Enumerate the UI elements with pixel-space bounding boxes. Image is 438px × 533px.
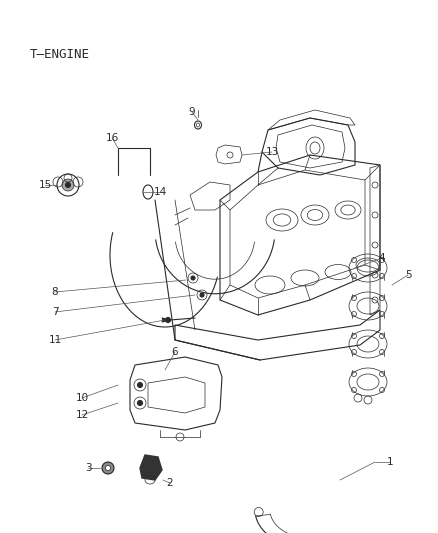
Ellipse shape (200, 293, 204, 297)
Polygon shape (140, 455, 162, 480)
Text: 9: 9 (189, 107, 195, 117)
Ellipse shape (191, 276, 195, 280)
Text: 1: 1 (387, 457, 393, 467)
Text: 2: 2 (167, 478, 173, 488)
Text: 11: 11 (48, 335, 62, 345)
Ellipse shape (102, 462, 114, 474)
Text: 8: 8 (52, 287, 58, 297)
Polygon shape (162, 318, 170, 322)
Ellipse shape (138, 400, 142, 406)
Text: T–ENGINE: T–ENGINE (30, 48, 90, 61)
Text: 12: 12 (75, 410, 88, 420)
Ellipse shape (66, 182, 71, 188)
Text: 3: 3 (85, 463, 91, 473)
Text: 5: 5 (405, 270, 411, 280)
Ellipse shape (62, 179, 74, 191)
Text: 14: 14 (153, 187, 166, 197)
Text: 13: 13 (265, 147, 279, 157)
Ellipse shape (106, 465, 110, 471)
Text: 4: 4 (379, 253, 385, 263)
Text: 16: 16 (106, 133, 119, 143)
Ellipse shape (166, 318, 170, 322)
Text: 6: 6 (172, 347, 178, 357)
Text: 7: 7 (52, 307, 58, 317)
Text: 15: 15 (39, 180, 52, 190)
Ellipse shape (138, 383, 142, 387)
Text: 10: 10 (75, 393, 88, 403)
